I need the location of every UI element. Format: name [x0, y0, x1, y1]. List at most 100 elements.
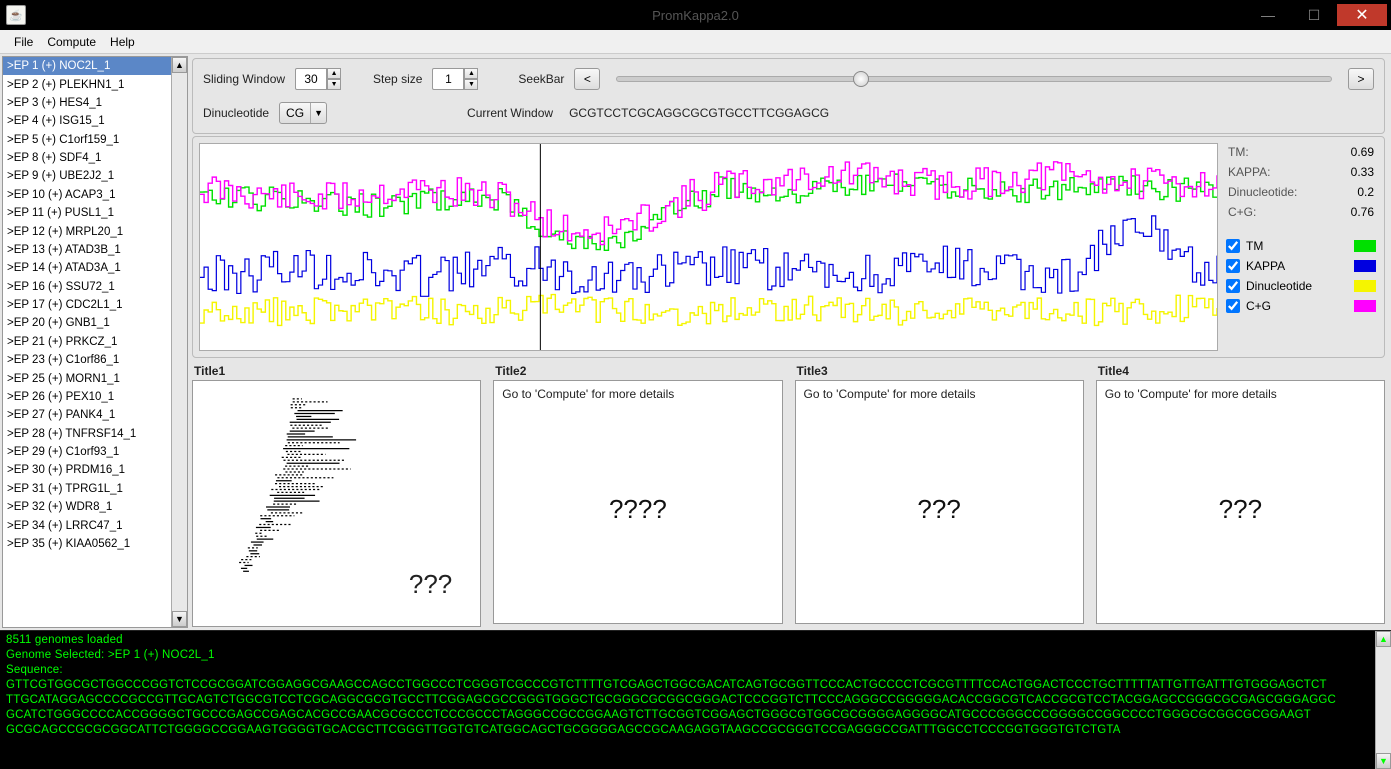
menu-compute[interactable]: Compute — [41, 33, 102, 51]
step-size-spinner[interactable]: ▲▼ — [432, 68, 478, 90]
sidebar-item[interactable]: >EP 3 (+) HES4_1 — [3, 94, 187, 112]
sidebar-item[interactable]: >EP 17 (+) CDC2L1_1 — [3, 296, 187, 314]
step-size-label: Step size — [373, 72, 422, 86]
main-chart — [199, 143, 1218, 351]
sidebar-item[interactable]: >EP 4 (+) ISG15_1 — [3, 112, 187, 130]
sidebar-item[interactable]: >EP 34 (+) LRRC47_1 — [3, 516, 187, 534]
chart-panel: TM:0.69 KAPPA:0.33 Dinucleotide:0.2 C+G:… — [192, 136, 1385, 358]
sidebar-item[interactable]: >EP 35 (+) KIAA0562_1 — [3, 535, 187, 553]
legend-swatch — [1354, 260, 1376, 272]
sidebar-item[interactable]: >EP 27 (+) PANK4_1 — [3, 406, 187, 424]
sidebar-item[interactable]: >EP 23 (+) C1orf86_1 — [3, 351, 187, 369]
close-button[interactable]: ✕ — [1337, 4, 1387, 26]
legend-label: Dinucleotide — [1246, 279, 1312, 293]
sidebar-item[interactable]: >EP 32 (+) WDR8_1 — [3, 498, 187, 516]
sidebar-item[interactable]: >EP 31 (+) TPRG1L_1 — [3, 480, 187, 498]
panel-4: Title4 Go to 'Compute' for more details … — [1096, 364, 1385, 624]
legend-row: TM — [1224, 236, 1378, 256]
console-line: GTTCGTGGCGCTGGCCCGGTCTCCGCGGATCGGAGGCGAA… — [6, 678, 1385, 693]
sidebar-item[interactable]: >EP 5 (+) C1orf159_1 — [3, 131, 187, 149]
window-title: PromKappa2.0 — [652, 8, 739, 23]
dinucleotide-select[interactable]: CG ▼ — [279, 102, 327, 124]
sidebar-item[interactable]: >EP 16 (+) SSU72_1 — [3, 278, 187, 296]
sidebar-item[interactable]: >EP 25 (+) MORN1_1 — [3, 369, 187, 387]
legend-checkbox[interactable] — [1226, 239, 1240, 253]
legend-checkbox[interactable] — [1226, 299, 1240, 313]
scroll-down-icon[interactable]: ▼ — [1376, 753, 1391, 769]
sidebar-item[interactable]: >EP 30 (+) PRDM16_1 — [3, 461, 187, 479]
menu-file[interactable]: File — [8, 33, 39, 51]
metric-kappa-label: KAPPA: — [1228, 165, 1270, 179]
panel-1-qmarks: ??? — [409, 569, 452, 600]
dinucleotide-value: CG — [280, 106, 310, 120]
titlebar: ☕ PromKappa2.0 — ☐ ✕ — [0, 0, 1391, 30]
sidebar-item[interactable]: >EP 9 (+) UBE2J2_1 — [3, 167, 187, 185]
panel-2-qmarks: ???? — [502, 401, 773, 617]
spin-up-icon[interactable]: ▲ — [464, 68, 478, 79]
current-window-label: Current Window — [467, 106, 553, 120]
panel-4-title: Title4 — [1096, 364, 1385, 378]
legend-swatch — [1354, 280, 1376, 292]
seekbar-slider[interactable] — [616, 76, 1332, 82]
sidebar-item[interactable]: >EP 14 (+) ATAD3A_1 — [3, 259, 187, 277]
console-line: TTGCATAGGAGCCCCGCCGTTGCAGTCTGGCGTCCTCGCA… — [6, 693, 1385, 708]
sidebar-item[interactable]: >EP 26 (+) PEX10_1 — [3, 388, 187, 406]
console-output: 8511 genomes loadedGenome Selected: >EP … — [0, 630, 1391, 769]
sidebar-item[interactable]: >EP 11 (+) PUSL1_1 — [3, 204, 187, 222]
panel-2: Title2 Go to 'Compute' for more details … — [493, 364, 782, 624]
sidebar-item[interactable]: >EP 20 (+) GNB1_1 — [3, 314, 187, 332]
panel-1-title: Title1 — [192, 364, 481, 378]
spin-down-icon[interactable]: ▼ — [464, 79, 478, 90]
sidebar-item[interactable]: >EP 8 (+) SDF4_1 — [3, 149, 187, 167]
sidebar-item[interactable]: >EP 2 (+) PLEKHN1_1 — [3, 75, 187, 93]
console-line: Genome Selected: >EP 1 (+) NOC2L_1 — [6, 648, 1385, 663]
seekbar-thumb[interactable] — [853, 71, 869, 87]
legend-row: Dinucleotide — [1224, 276, 1378, 296]
metric-din-label: Dinucleotide: — [1228, 185, 1297, 199]
sliding-window-label: Sliding Window — [203, 72, 285, 86]
metric-cg-value: 0.76 — [1351, 205, 1374, 219]
sidebar-scrollbar[interactable]: ▲ ▼ — [171, 57, 187, 627]
chevron-down-icon[interactable]: ▼ — [310, 103, 326, 123]
menu-help[interactable]: Help — [104, 33, 141, 51]
seek-prev-button[interactable]: < — [574, 68, 600, 90]
sidebar-item[interactable]: >EP 21 (+) PRKCZ_1 — [3, 333, 187, 351]
console-line: GCATCTGGGCCCCACCGGGGCTGCCCGAGCCGAGCACGCC… — [6, 708, 1385, 723]
sidebar-item[interactable]: >EP 13 (+) ATAD3B_1 — [3, 241, 187, 259]
scroll-down-icon[interactable]: ▼ — [172, 611, 187, 627]
panel-3: Title3 Go to 'Compute' for more details … — [795, 364, 1084, 624]
sidebar-item[interactable]: >EP 10 (+) ACAP3_1 — [3, 186, 187, 204]
panel-3-qmarks: ??? — [804, 401, 1075, 617]
panel-1: Title1 ??? — [192, 364, 481, 624]
legend-checkbox[interactable] — [1226, 279, 1240, 293]
console-line: 8511 genomes loaded — [6, 633, 1385, 648]
panel-2-hint: Go to 'Compute' for more details — [502, 387, 773, 401]
console-scrollbar[interactable]: ▲ ▼ — [1375, 631, 1391, 769]
scroll-up-icon[interactable]: ▲ — [172, 57, 187, 73]
minimize-button[interactable]: — — [1245, 4, 1291, 26]
sliding-window-spinner[interactable]: ▲▼ — [295, 68, 341, 90]
sidebar-item[interactable]: >EP 1 (+) NOC2L_1 — [3, 57, 187, 75]
spin-down-icon[interactable]: ▼ — [327, 79, 341, 90]
step-size-input[interactable] — [432, 68, 464, 90]
legend-swatch — [1354, 300, 1376, 312]
dinucleotide-label: Dinucleotide — [203, 106, 269, 120]
spin-up-icon[interactable]: ▲ — [327, 68, 341, 79]
sequence-list[interactable]: >EP 1 (+) NOC2L_1>EP 2 (+) PLEKHN1_1>EP … — [2, 56, 188, 628]
controls-panel: Sliding Window ▲▼ Step size ▲▼ SeekBar <… — [192, 58, 1385, 134]
sidebar-item[interactable]: >EP 12 (+) MRPL20_1 — [3, 222, 187, 240]
console-line: GCGCAGCCGCGCGGCATTCTGGGGCCGGAAGTGGGGTGCA… — [6, 723, 1385, 738]
maximize-button[interactable]: ☐ — [1291, 4, 1337, 26]
metric-din-value: 0.2 — [1357, 185, 1374, 199]
legend-checkbox[interactable] — [1226, 259, 1240, 273]
legend-row: C+G — [1224, 296, 1378, 316]
sidebar-item[interactable]: >EP 29 (+) C1orf93_1 — [3, 443, 187, 461]
panel-4-hint: Go to 'Compute' for more details — [1105, 387, 1376, 401]
panel-4-qmarks: ??? — [1105, 401, 1376, 617]
seek-next-button[interactable]: > — [1348, 68, 1374, 90]
metric-kappa-value: 0.33 — [1351, 165, 1374, 179]
scroll-up-icon[interactable]: ▲ — [1376, 631, 1391, 647]
metric-cg-label: C+G: — [1228, 205, 1256, 219]
sliding-window-input[interactable] — [295, 68, 327, 90]
sidebar-item[interactable]: >EP 28 (+) TNFRSF14_1 — [3, 425, 187, 443]
